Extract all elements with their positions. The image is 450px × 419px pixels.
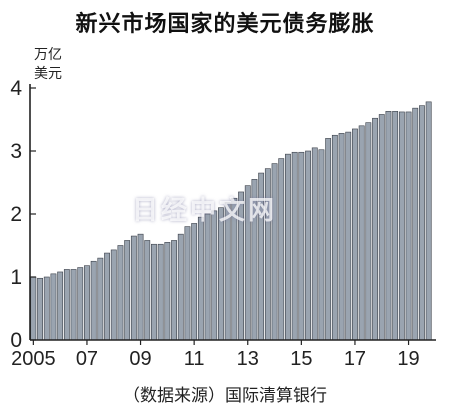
bar <box>338 133 345 341</box>
x-tick-labels: 2005 07 09 11 13 15 17 19 <box>11 348 420 370</box>
bar <box>151 243 157 341</box>
bar <box>124 240 131 341</box>
x-tick-label: 17 <box>344 348 366 370</box>
bar <box>372 117 378 341</box>
bar <box>70 269 77 341</box>
bar <box>405 111 412 341</box>
bar <box>197 216 204 341</box>
bar <box>392 111 399 341</box>
bar <box>97 257 104 341</box>
bar <box>311 147 318 341</box>
bar <box>77 267 84 341</box>
bar <box>325 138 332 341</box>
bar <box>130 235 137 341</box>
bar <box>291 151 298 341</box>
x-tick-label: 11 <box>184 348 205 370</box>
bar <box>117 245 124 341</box>
bar <box>204 213 211 341</box>
y-tick-labels: 0 1 2 3 4 <box>10 77 22 352</box>
bar <box>84 265 90 341</box>
x-tick-label: 2005 <box>11 348 56 370</box>
bar <box>171 240 177 341</box>
bar <box>365 122 372 341</box>
bar <box>50 273 57 341</box>
bar <box>358 125 365 341</box>
y-tick-label: 1 <box>10 266 22 289</box>
bar <box>177 233 184 341</box>
bar <box>385 111 392 341</box>
bar <box>104 252 110 341</box>
bar <box>378 114 385 341</box>
bar <box>425 101 432 341</box>
y-tick-label: 4 <box>10 77 22 100</box>
bar <box>345 131 352 341</box>
bar <box>157 243 164 341</box>
bar <box>90 260 97 341</box>
axes-group <box>29 84 436 345</box>
bar <box>278 158 285 341</box>
x-tick-label: 13 <box>237 348 259 370</box>
bar <box>144 240 151 341</box>
y-axis-unit-label: 万亿 美元 <box>34 46 62 84</box>
bar <box>285 153 291 341</box>
x-tick-label: 09 <box>129 348 151 370</box>
bar <box>419 105 425 341</box>
bar <box>331 134 338 341</box>
x-tick-label: 07 <box>76 348 98 370</box>
bar <box>43 276 50 341</box>
unit-line-2: 美元 <box>34 66 62 82</box>
bar <box>164 242 171 341</box>
bar <box>30 276 37 341</box>
chart-title: 新兴市场国家的美元债务膨胀 <box>75 12 375 37</box>
bar <box>191 223 198 341</box>
bar <box>211 210 218 341</box>
y-tick-label: 0 <box>10 329 22 352</box>
bar <box>57 271 64 341</box>
bar <box>137 233 144 341</box>
bar <box>298 151 305 341</box>
watermark: 日经中文网 <box>132 196 278 226</box>
bar <box>63 269 70 341</box>
bar <box>218 207 224 341</box>
y-tick-label: 2 <box>10 203 22 226</box>
data-source-note: （数据来源）国际清算银行 <box>123 386 327 406</box>
y-tick-label: 3 <box>10 140 22 163</box>
unit-line-1: 万亿 <box>34 47 62 63</box>
bar <box>352 128 358 341</box>
bar <box>110 249 117 341</box>
x-tick-label: 15 <box>290 348 312 370</box>
bar <box>305 150 311 341</box>
bar <box>398 111 405 341</box>
bar <box>184 226 191 341</box>
bar <box>37 277 43 341</box>
bar <box>412 107 419 341</box>
bar <box>318 149 325 341</box>
x-tick-label: 19 <box>397 348 419 370</box>
